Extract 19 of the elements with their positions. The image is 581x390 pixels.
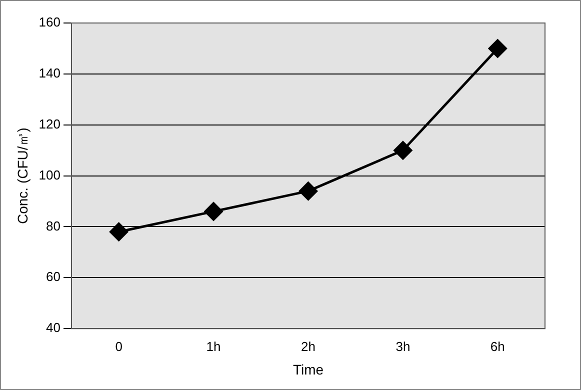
point <box>298 182 318 200</box>
y-tick-label: 40 <box>46 320 60 336</box>
y-tick-label: 100 <box>38 167 60 182</box>
y-axis-title: Conc. (CFU/㎥) <box>14 128 30 224</box>
y-tick-label: 120 <box>38 116 60 132</box>
point <box>110 222 128 242</box>
y-tick-label: 80 <box>46 218 60 234</box>
point <box>488 39 507 58</box>
x-axis-title: Time <box>292 361 324 378</box>
point <box>204 202 223 221</box>
x-tick-label: 0 <box>115 338 122 354</box>
point <box>394 141 412 160</box>
y-tick-label: 60 <box>46 269 60 284</box>
x-tick-label: 3h <box>396 338 410 354</box>
x-tick-label: 1h <box>206 338 221 354</box>
x-tick-label: 2h <box>301 338 316 354</box>
y-tick-label: 140 <box>38 66 60 81</box>
x-tick-label: 6h <box>490 338 505 354</box>
y-tick-label: 160 <box>38 14 60 30</box>
